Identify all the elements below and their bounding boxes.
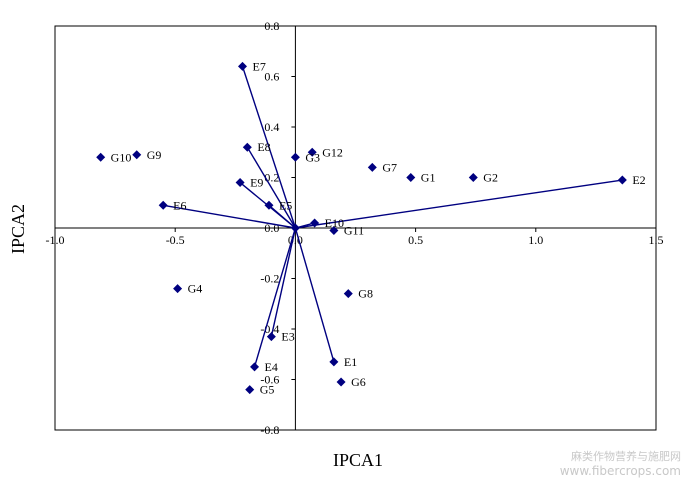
genotype-point-g9 [132, 150, 142, 160]
environment-label-e10: E10 [325, 216, 344, 230]
genotype-point-g10 [96, 152, 106, 162]
environment-point-e10 [310, 218, 320, 228]
genotype-point-g5 [245, 385, 255, 395]
genotype-label-g4: G4 [188, 282, 203, 296]
genotype-label-g3: G3 [305, 150, 320, 164]
genotype-point-g7 [367, 162, 377, 172]
environment-label-e2: E2 [632, 173, 645, 187]
vector-e2 [295, 179, 623, 229]
environment-label-e1: E1 [344, 355, 357, 369]
genotype-label-g12: G12 [322, 145, 343, 159]
environment-point-e6 [158, 200, 168, 210]
genotype-point-g11 [329, 226, 339, 236]
vector-e1 [294, 227, 335, 363]
environment-point-e3 [266, 332, 276, 342]
environment-point-e5 [264, 200, 274, 210]
vector-e6 [163, 204, 296, 229]
x-tick-label: 1.5 [649, 233, 664, 247]
genotype-label-g10: G10 [111, 150, 132, 164]
environment-label-e7: E7 [253, 59, 266, 73]
genotype-point-g4 [173, 284, 183, 294]
y-tick-label: -0.8 [260, 423, 279, 437]
environment-label-e3: E3 [281, 330, 294, 344]
genotype-point-g12 [307, 147, 317, 157]
vector-e4 [253, 227, 297, 368]
environment-label-e8: E8 [257, 140, 270, 154]
watermark-line1: 麻类作物营养与施肥网 [571, 449, 681, 463]
genotype-label-g8: G8 [358, 287, 373, 301]
environment-label-e9: E9 [250, 176, 263, 190]
genotype-label-g11: G11 [344, 224, 364, 238]
genotype-point-g1 [406, 173, 416, 182]
environment-point-e2 [617, 175, 627, 185]
x-tick-label: -1.0 [46, 233, 65, 247]
points-layer [96, 61, 627, 395]
vectors-layer [163, 66, 623, 368]
genotype-label-g5: G5 [260, 383, 275, 397]
vector-e7 [241, 66, 297, 229]
y-axis-title: IPCA2 [8, 204, 28, 254]
environment-point-e7 [238, 61, 248, 71]
y-tick-label: 0.6 [264, 70, 279, 84]
genotype-label-g9: G9 [147, 148, 162, 162]
y-tick-label: 0.8 [264, 19, 279, 33]
genotype-label-g1: G1 [421, 171, 436, 185]
genotype-point-g6 [336, 377, 346, 387]
genotype-label-g2: G2 [483, 171, 498, 185]
environment-label-e4: E4 [265, 360, 278, 374]
watermark-line2: www.fibercrops.com [560, 464, 681, 478]
x-axis-title: IPCA1 [333, 450, 383, 470]
y-tick-label: 0.4 [264, 120, 279, 134]
origin-point [290, 223, 300, 233]
labels-layer: E1 E2 E3 E4 E5 E6 E7 E8 E9 E10 G1 G2 G3 G4 G5 G6 G7 G8 G9 G… [111, 59, 646, 396]
genotype-point-g3 [290, 152, 300, 162]
y-tick-label: -0.6 [260, 373, 279, 387]
environment-label-e6: E6 [173, 198, 186, 212]
vector-e3 [270, 227, 297, 337]
y-tick-label: -0.2 [260, 272, 279, 286]
environment-point-e1 [329, 357, 339, 367]
x-tick-label: 0.5 [408, 233, 423, 247]
genotype-point-g8 [343, 289, 353, 299]
environment-point-e4 [250, 362, 260, 372]
environment-point-e9 [235, 178, 245, 188]
environment-point-e8 [242, 142, 252, 152]
genotype-label-g7: G7 [382, 160, 397, 174]
x-tick-label: -0.5 [166, 233, 185, 247]
environment-label-e5: E5 [279, 198, 292, 212]
genotype-label-g6: G6 [351, 375, 366, 389]
vector-e8 [246, 146, 297, 229]
x-tick-label: 1.0 [528, 233, 543, 247]
genotype-point-g2 [468, 173, 478, 182]
